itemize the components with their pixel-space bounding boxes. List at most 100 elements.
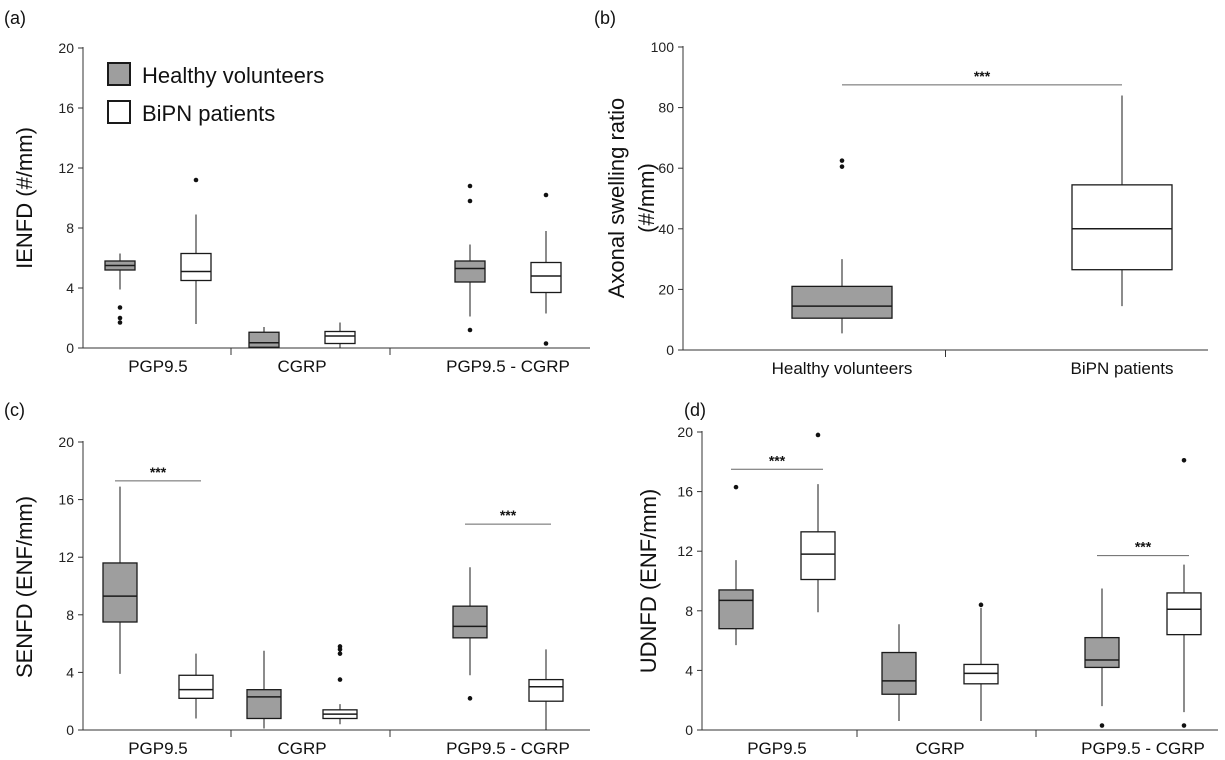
box-iqr [791, 285, 893, 319]
box-bipn [963, 602, 999, 722]
outlier-point [337, 677, 343, 682]
outlier-point [117, 320, 123, 325]
legend-swatch [107, 100, 131, 124]
y-axis-label: UDNFD (ENF/mm) [636, 489, 661, 674]
y-tick-label: 0 [685, 722, 693, 738]
box-iqr [246, 689, 282, 720]
x-tick-label: PGP9.5 - CGRP [1081, 739, 1205, 758]
panel-label: (b) [594, 8, 616, 28]
significance-label: *** [1135, 539, 1152, 555]
y-tick-label: 0 [66, 722, 74, 738]
box-iqr [248, 331, 280, 348]
box-iqr [1166, 592, 1202, 636]
box-iqr [718, 589, 754, 630]
y-tick-label: 16 [58, 492, 74, 508]
legend-label: BiPN patients [142, 101, 275, 126]
y-tick-label: 20 [677, 424, 693, 440]
x-tick-label: Healthy volunteers [772, 359, 913, 378]
chart-panel-1: (a) IENFD (#/mm) 0 4 8 12 16 20 PGP9.5 CGRP PGP9.5… [4, 8, 590, 376]
x-tick-label: PGP9.5 [128, 739, 188, 758]
outlier-point [467, 327, 473, 333]
x-tick-label: BiPN patients [1071, 359, 1174, 378]
box-healthy [454, 183, 486, 333]
y-tick-label: 8 [66, 607, 74, 623]
y-tick-label: 4 [66, 664, 74, 680]
panel-label: (c) [4, 400, 25, 420]
y-axis-label-line: Axonal swelling ratio [604, 98, 629, 299]
y-axis-label-line: (#/mm) [634, 163, 659, 233]
chart-panel-3: (c) SENFD (ENF/mm) 0 4 8 12 16 20 PGP9.5 CGRP PGP9… [4, 400, 590, 758]
y-tick-label: 16 [677, 484, 693, 500]
box-iqr [881, 651, 917, 695]
legend-label: Healthy volunteers [142, 63, 324, 88]
outlier-point [467, 198, 473, 204]
box-healthy [248, 327, 280, 348]
y-tick-label: 0 [66, 340, 74, 356]
box-bipn [178, 653, 214, 719]
box-bipn [800, 432, 836, 613]
x-tick-label: PGP9.5 - CGRP [446, 357, 570, 376]
y-axis-label: Axonal swelling ratio (#/mm) [604, 98, 659, 299]
box-iqr [528, 678, 564, 702]
outlier-point [337, 651, 343, 656]
box-bipn [322, 644, 358, 725]
outlier-point [467, 696, 473, 701]
y-tick-label: 80 [658, 100, 674, 116]
outlier-point [1181, 458, 1187, 463]
x-tick-label: PGP9.5 - CGRP [446, 739, 570, 758]
y-tick-label: 20 [58, 40, 74, 56]
outlier-point [1181, 723, 1187, 728]
y-tick-label: 12 [58, 160, 74, 176]
outlier-point [337, 647, 343, 652]
outlier-point [815, 432, 821, 438]
y-tick-label: 100 [651, 39, 675, 55]
outlier-point [1099, 723, 1105, 728]
y-tick-label: 20 [658, 281, 674, 297]
box-healthy [246, 650, 282, 729]
box-iqr [102, 562, 138, 623]
panel-label: (d) [684, 400, 706, 420]
box-healthy [104, 253, 136, 325]
y-tick-label: 0 [666, 342, 674, 358]
box-bipn [1071, 95, 1173, 307]
box-iqr [800, 531, 836, 581]
box-iqr [180, 252, 212, 282]
x-tick-label: PGP9.5 [128, 357, 188, 376]
box-bipn [1166, 458, 1202, 728]
x-tick-label: CGRP [277, 357, 326, 376]
y-tick-label: 4 [685, 662, 693, 678]
significance-label: *** [500, 507, 517, 523]
outlier-point [839, 164, 845, 169]
legend: Healthy volunteers BiPN patients [107, 62, 324, 126]
panel-label: (a) [4, 8, 26, 28]
x-tick-label: CGRP [277, 739, 326, 758]
outlier-point [733, 484, 739, 490]
box-iqr [1084, 636, 1120, 669]
box-iqr [1071, 184, 1173, 271]
box-bipn [528, 649, 564, 730]
significance-label: *** [150, 464, 167, 480]
outlier-point [839, 158, 845, 163]
outlier-point [117, 315, 123, 321]
y-axis-label: IENFD (#/mm) [12, 127, 37, 269]
significance-label: *** [974, 68, 991, 84]
y-tick-label: 60 [658, 160, 674, 176]
y-tick-label: 8 [66, 220, 74, 236]
x-tick-label: PGP9.5 [747, 739, 807, 758]
box-iqr [454, 260, 486, 283]
outlier-point [117, 305, 123, 310]
box-healthy [452, 567, 488, 701]
y-tick-label: 12 [677, 543, 693, 559]
box-healthy [1084, 588, 1120, 728]
y-tick-label: 20 [58, 434, 74, 450]
box-bipn [324, 322, 356, 348]
y-axis-label: SENFD (ENF/mm) [12, 496, 37, 678]
outlier-point [193, 177, 199, 183]
box-bipn [530, 192, 562, 346]
significance-label: *** [769, 452, 786, 468]
outlier-point [543, 341, 549, 346]
chart-panel-4: (d) UDNFD (ENF/mm) 0 4 8 12 16 20 PGP9.5 CGRP PGP9… [636, 400, 1218, 758]
y-tick-label: 12 [58, 549, 74, 565]
y-tick-label: 8 [685, 603, 693, 619]
